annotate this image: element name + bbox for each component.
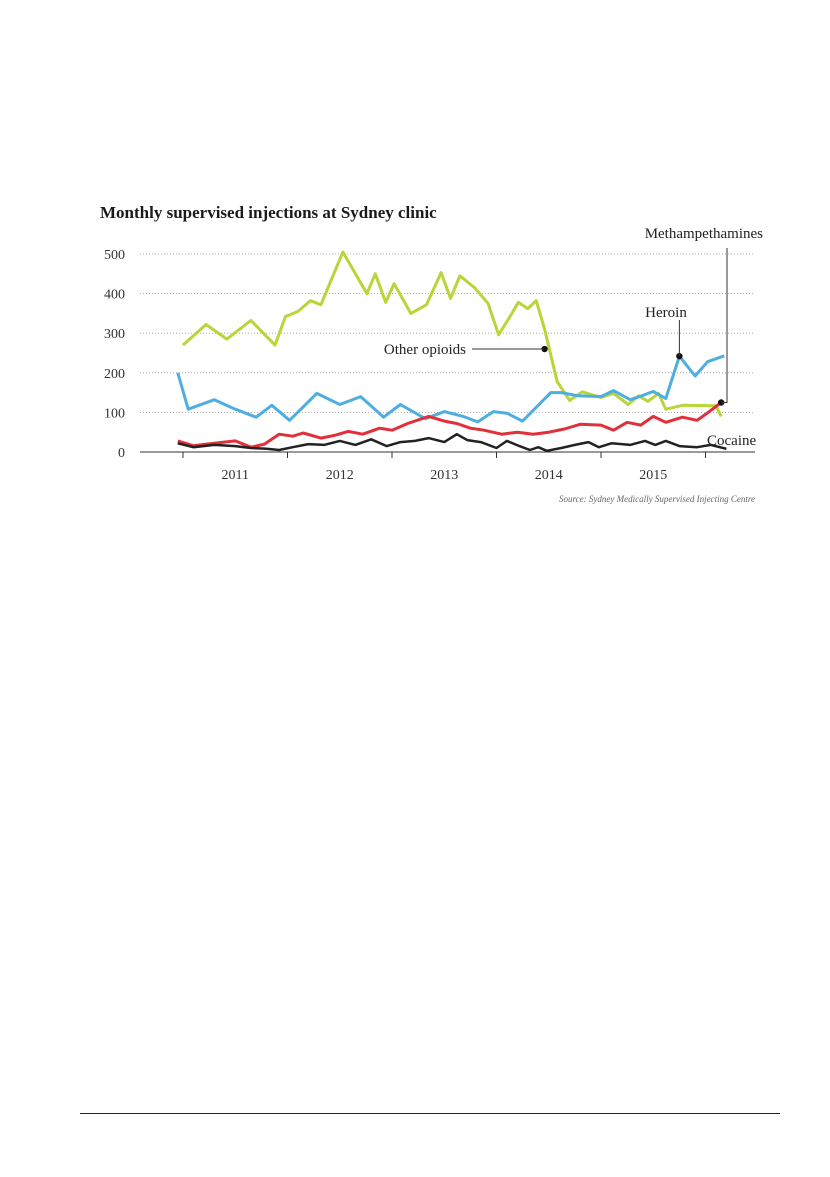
x-tick-label-2011: 2011 <box>222 468 249 483</box>
annotation-label-methampethamines: Methampethamines <box>645 226 763 242</box>
y-axis-ticks: 0 100 200 300 400 500 <box>104 248 125 461</box>
series-line-cocaine <box>177 432 727 453</box>
chart-source: Source: Sydney Medically Supervised Inje… <box>559 494 755 504</box>
y-tick-label-0: 0 <box>118 446 125 461</box>
y-tick-label-100: 100 <box>104 406 125 421</box>
annotations: Methampethamines Heroin Other opioids Cocai… <box>384 226 763 449</box>
chart-title: Monthly supervised injections at Sydney … <box>100 203 437 222</box>
series-line-other-opioids <box>181 250 723 418</box>
series-line-methampethamines <box>177 401 723 449</box>
x-tick-label-2014: 2014 <box>535 468 563 483</box>
x-tick-label-2012: 2012 <box>326 468 354 483</box>
y-tick-label-400: 400 <box>104 288 125 303</box>
annotation-label-heroin: Heroin <box>645 305 687 321</box>
series-lines <box>176 250 727 453</box>
x-axis: 2011 2012 2013 2014 2015 <box>140 451 755 483</box>
y-tick-label-500: 500 <box>104 248 125 263</box>
series-line-heroin <box>176 354 725 424</box>
footer-divider <box>80 1113 780 1114</box>
annotation-label-other-opioids: Other opioids <box>384 342 466 358</box>
x-tick-label-2013: 2013 <box>430 468 458 483</box>
x-tick-label-2015: 2015 <box>639 468 667 483</box>
y-tick-label-200: 200 <box>104 367 125 382</box>
y-tick-label-300: 300 <box>104 327 125 342</box>
annotation-label-cocaine: Cocaine <box>707 433 756 449</box>
annotation-leader-methampethamines <box>721 248 728 403</box>
